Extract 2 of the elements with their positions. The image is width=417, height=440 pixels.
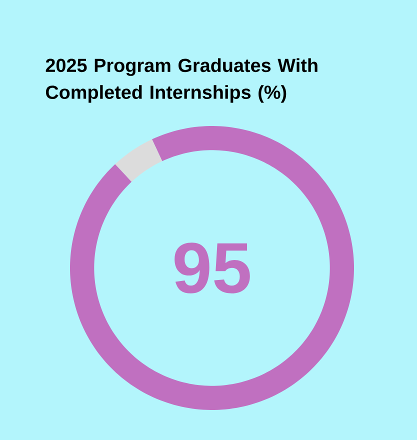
data-label: 95 bbox=[174, 242, 250, 294]
chart-title: 2025 Program Graduates With Completed Internships (%) bbox=[46, 58, 318, 103]
